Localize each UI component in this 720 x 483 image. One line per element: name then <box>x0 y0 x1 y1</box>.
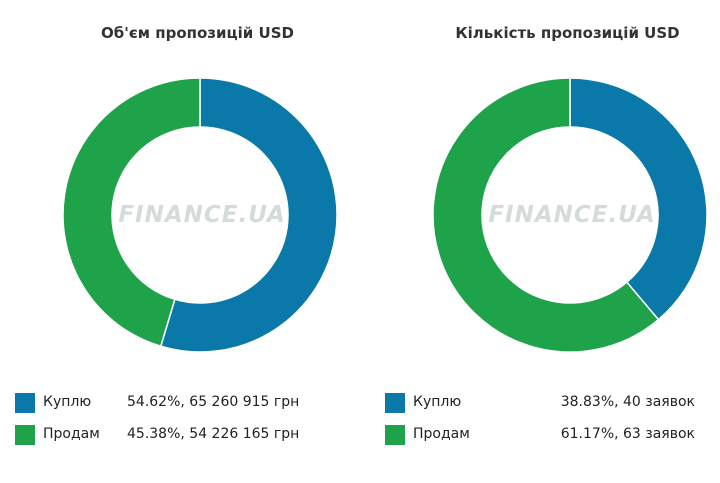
donut-chart-volume <box>62 77 338 353</box>
legend-label: Куплю <box>43 394 92 410</box>
chart-panel-count: Кількість пропозицій USD FINANCE.UA Купл… <box>385 0 720 483</box>
legend-value: 61.17%, 63 заявок <box>560 426 695 442</box>
chart-panel-volume: Об'єм пропозицій USD FINANCE.UA Куплю 54… <box>15 0 375 483</box>
donut-slice-buy <box>159 77 338 353</box>
legend-item-sell: Продам 61.17%, 63 заявок <box>385 424 695 456</box>
legend-value: 45.38%, 54 226 165 грн <box>127 426 300 442</box>
donut-slice-sell <box>62 77 201 348</box>
chart-title: Кількість пропозицій USD <box>455 24 680 42</box>
legend-swatch-buy <box>15 393 35 413</box>
legend-value: 54.62%, 65 260 915 грн <box>127 394 300 410</box>
legend-value: 38.83%, 40 заявок <box>560 394 695 410</box>
donut-chart-count <box>432 77 708 353</box>
legend-item-buy: Куплю 54.62%, 65 260 915 грн <box>15 392 345 424</box>
legend: Куплю 38.83%, 40 заявок Продам 61.17%, 6… <box>385 392 695 456</box>
legend-swatch-sell <box>15 425 35 445</box>
legend-label: Продам <box>413 426 470 442</box>
legend-item-buy: Куплю 38.83%, 40 заявок <box>385 392 695 424</box>
legend-label: Куплю <box>413 394 462 410</box>
legend-swatch-sell <box>385 425 405 445</box>
donut-slice-buy <box>569 77 708 321</box>
legend-label: Продам <box>43 426 100 442</box>
donut-slice-sell <box>432 77 660 353</box>
watermark-logo: FINANCE.UA <box>488 202 656 228</box>
legend-item-sell: Продам 45.38%, 54 226 165 грн <box>15 424 345 456</box>
legend: Куплю 54.62%, 65 260 915 грн Продам 45.3… <box>15 392 345 456</box>
chart-title: Об'єм пропозицій USD <box>101 24 294 42</box>
watermark-logo: FINANCE.UA <box>118 202 286 228</box>
legend-swatch-buy <box>385 393 405 413</box>
